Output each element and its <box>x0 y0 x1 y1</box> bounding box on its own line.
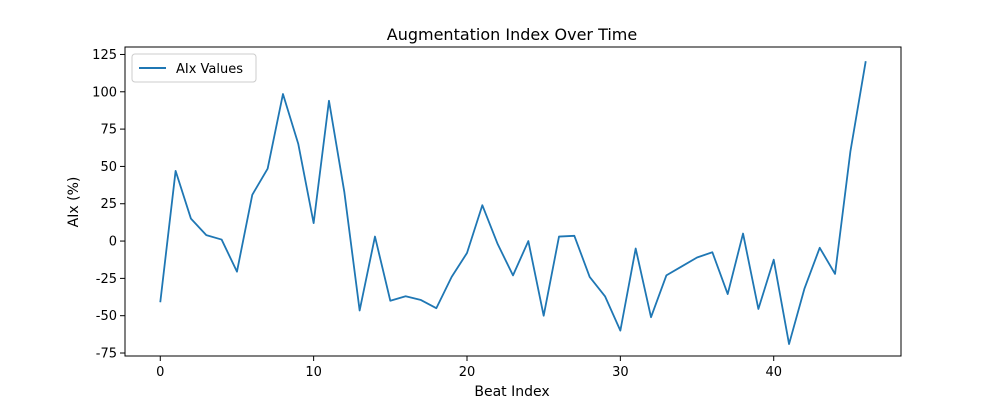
y-axis-label: AIx (%) <box>66 177 82 228</box>
x-axis-label: Beat Index <box>474 384 549 400</box>
y-tick-label: -50 <box>96 309 117 324</box>
chart-title: Augmentation Index Over Time <box>387 25 637 44</box>
plot-lines <box>159 61 867 345</box>
x-tick-label: 20 <box>459 365 476 380</box>
x-tick-label: 10 <box>305 365 322 380</box>
y-tick-label: -25 <box>96 272 117 287</box>
series-line-0 <box>159 61 867 345</box>
x-tick-label: 40 <box>765 365 782 380</box>
y-tick-label: -75 <box>96 347 117 362</box>
y-tick-label: 50 <box>100 160 117 175</box>
y-tick-label: 0 <box>109 235 117 250</box>
x-tick-label: 0 <box>156 365 164 380</box>
legend-label: AIx Values <box>176 62 243 77</box>
legend-box <box>131 53 257 83</box>
axis-ticks: 0 10 20 30 40 -75 -50 -25 0 25 50 75 100 125 <box>92 48 782 380</box>
legend: AIx Values <box>131 53 257 83</box>
y-tick-label: 100 <box>92 85 117 100</box>
plot-frame <box>124 46 902 357</box>
x-tick-label: 30 <box>612 365 629 380</box>
y-tick-label: 75 <box>100 123 117 138</box>
y-tick-label: 125 <box>92 48 117 63</box>
y-tick-label: 25 <box>100 197 117 212</box>
